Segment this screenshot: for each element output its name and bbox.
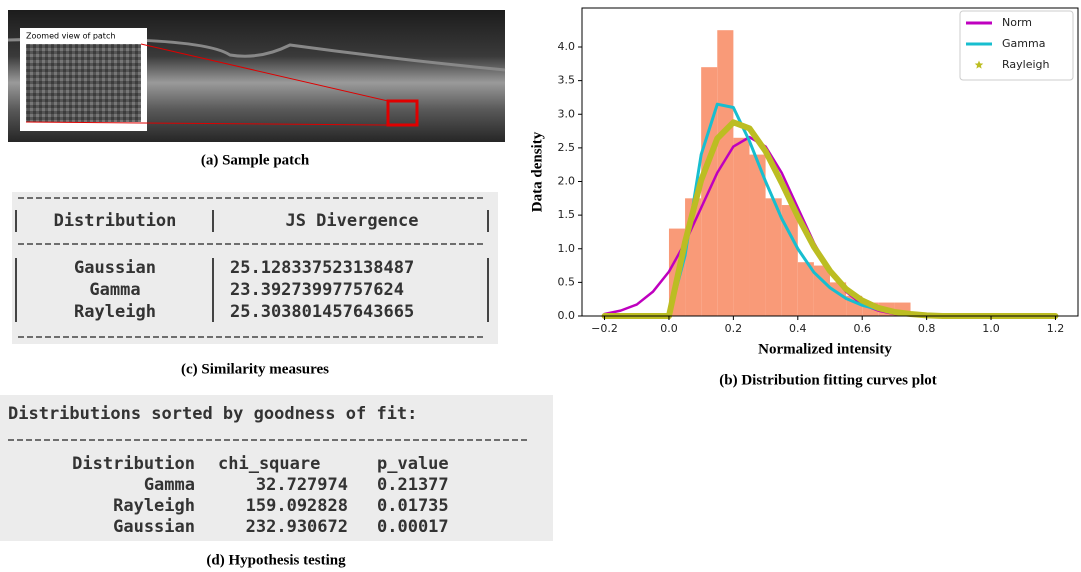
hist-bar [717,30,733,316]
y-tick-label: 2.5 [558,141,576,154]
cell: 0.21377 [377,475,449,495]
cell: Rayleigh [74,302,156,322]
caption: (c) Similarity measures [181,361,329,377]
caption: (b) Distribution fitting curves plot [719,372,937,388]
y-tick-label: 0.0 [558,309,576,322]
cell: 25.128337523138487 [230,258,414,278]
x-tick-label: 0.4 [789,322,807,335]
cell: 32.727974 [256,475,348,495]
figure: Zoomed view of patch (a) Sample patch Di… [0,0,1081,572]
header-cell: Distribution [72,454,195,474]
y-axis-label: Data density [529,131,545,212]
header-cell: JS Divergence [285,211,418,231]
table-title: Distributions sorted by goodness of fit: [8,404,417,424]
cell: Gamma [144,475,195,495]
x-tick-label: 0.2 [725,322,743,335]
x-tick-label: 0.0 [660,322,678,335]
hist-bar [733,138,749,316]
y-tick-label: 4.0 [558,40,576,53]
y-tick-label: 0.5 [558,275,576,288]
cell: 0.01735 [377,496,449,516]
cell: Gaussian [113,517,195,537]
oct-image: Zoomed view of patch [8,10,505,142]
header-cell: Distribution [54,211,177,231]
x-tick-label: 1.2 [1047,322,1065,335]
cell: Gamma [89,280,140,300]
y-tick-label: 3.0 [558,107,576,120]
header-cell: chi_square [218,454,320,474]
caption: (d) Hypothesis testing [206,552,346,568]
x-tick-label: 1.0 [982,322,1000,335]
inset-label: Zoomed view of patch [26,32,115,41]
y-tick-label: 3.5 [558,74,576,87]
cell: 0.00017 [377,517,449,537]
header-cell: p_value [377,454,449,474]
x-tick-label: −0.2 [591,322,618,335]
cell: 159.092828 [246,496,348,516]
cell: Rayleigh [113,496,195,516]
cell: 232.930672 [246,517,348,537]
y-tick-label: 2.0 [558,175,576,188]
legend-label: Rayleigh [1002,58,1050,71]
y-tick-label: 1.0 [558,242,576,255]
legend-label: Norm [1002,16,1032,29]
cell: 23.39273997757624 [230,280,404,300]
cell: Gaussian [74,258,156,278]
x-tick-label: 0.6 [853,322,871,335]
cell: 25.303801457643665 [230,302,414,322]
x-tick-label: 0.8 [918,322,936,335]
y-tick-label: 1.5 [558,208,576,221]
legend-label: Gamma [1002,37,1045,50]
x-axis-label: Normalized intensity [758,341,892,357]
caption: (a) Sample patch [201,152,310,168]
